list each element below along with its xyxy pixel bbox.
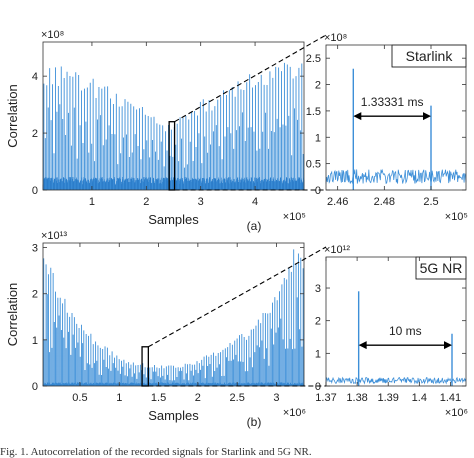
measure-arrow-head-right [444, 341, 452, 350]
y-tick-label: 1 [315, 348, 321, 360]
axes-frame [42, 242, 305, 387]
measure-arrow [353, 112, 431, 121]
x-tick-label: 4 [252, 196, 258, 208]
chart-panel-b-zoom: 10 ms 5G NR 1.37 1.38 1.39 1.4 1.41 0 1 2 3 ×10¹² ×1… [315, 244, 468, 419]
y-exponent-label: ×10⁸ [324, 32, 347, 44]
x-ticks: 2.46 2.48 2.5 [327, 45, 439, 208]
y-exponent-label: ×10⁸ [41, 29, 64, 41]
y-tick-label: 0 [315, 185, 321, 197]
x-tick-label: 2 [195, 392, 201, 404]
x-tick-label: 1.37 [315, 392, 336, 404]
y-tick-label: 0 [32, 381, 38, 393]
y-tick-label: 0.5 [306, 159, 321, 171]
x-tick-label: 3 [198, 196, 204, 208]
axes-frame [42, 41, 305, 191]
y-tick-label: 1.5 [306, 106, 321, 118]
measure-arrow-head-left [353, 112, 362, 121]
x-exponent-label: ×10⁶ [445, 407, 468, 419]
y-tick-label: 2.5 [306, 53, 321, 65]
connector-top [174, 34, 327, 123]
x-tick-label: 0.5 [72, 392, 87, 404]
noise-line [325, 376, 467, 385]
x-tick-label: 1 [116, 392, 122, 404]
y-ticks: 0 1 2 3 [315, 283, 466, 393]
y-axis-label: Correlation [5, 283, 20, 347]
y-tick-label: 3 [32, 243, 38, 255]
y-tick-label: 2 [315, 316, 321, 328]
zoom-connector-lines [148, 34, 327, 387]
zoom-region-box [168, 121, 176, 191]
y-tick-label: 3 [315, 283, 321, 295]
signal-trace-b-main [42, 249, 305, 386]
y-tick-label: 1 [32, 335, 38, 347]
x-tick-label: 2.5 [423, 196, 438, 208]
y-tick-label: 2 [32, 289, 38, 301]
annotation-box: Starlink [391, 44, 467, 68]
measure-arrow [358, 341, 452, 350]
measure-arrow-head-left [358, 341, 367, 350]
signal-trace-a-main [42, 62, 305, 190]
y-tick-label: 2 [315, 80, 321, 92]
panel-label: (b) [247, 415, 262, 429]
chart-panel-b-main: 0.5 1 1.5 2 2.5 30123×10¹³×10⁶SamplesCorrelat… [5, 230, 306, 429]
chart-panel-a-zoom: 1.33331 ms Starlink 2.46 2.48 2.5 0 0.5 1 1.5 2 2.… [306, 32, 468, 223]
figure-caption: Fig. 1. Autocorrelation of the recorded … [0, 446, 312, 458]
y-tick-label: 0 [315, 381, 321, 393]
x-ticks: 1 2 3 4 [89, 42, 258, 208]
x-exponent-label: ×10⁵ [445, 211, 468, 223]
x-tick-label: 2.5 [230, 392, 245, 404]
y-ticks: 0 2 4 [32, 71, 304, 197]
x-axis-label: Samples [148, 408, 199, 423]
x-tick-label: 2.46 [327, 196, 348, 208]
zoom-region-box [141, 346, 149, 387]
annotation-label: Starlink [406, 48, 454, 64]
x-exponent-label: ×10⁵ [283, 211, 306, 223]
y-tick-label: 2 [32, 128, 38, 140]
x-tick-label: 1.38 [346, 392, 367, 404]
x-tick-label: 1.41 [440, 392, 461, 404]
y-tick-label: 0 [32, 185, 38, 197]
chart-panel-a-main: 1 2 3 4 0 2 4 ×10⁸ ×10⁵ Samples Correlation (a) [5, 29, 306, 233]
axes-frame [325, 256, 467, 387]
panel-label: (a) [247, 219, 262, 233]
measure-label: 1.33331 ms [361, 95, 424, 109]
y-tick-label: 1 [315, 132, 321, 144]
signal-trace-b-zoom [325, 291, 467, 386]
annotation-label: 5G NR [420, 260, 463, 276]
x-tick-label: 2.48 [374, 196, 395, 208]
measure-label: 10 ms [389, 324, 422, 338]
x-tick-label: 1.39 [378, 392, 399, 404]
x-tick-label: 3 [273, 392, 279, 404]
signal-trace-a-zoom [325, 68, 467, 190]
annotation-box: 5G NR [415, 256, 467, 280]
x-exponent-label: ×10⁶ [283, 407, 306, 419]
measure-arrow-head-right [423, 112, 431, 121]
noise-line [325, 168, 467, 185]
axes-frame [325, 44, 467, 191]
y-exponent-label: ×10¹³ [41, 230, 67, 242]
periodic-peaks [43, 249, 304, 386]
x-tick-label: 1.5 [151, 392, 166, 404]
x-axis-label: Samples [148, 212, 199, 227]
x-tick-label: 1.4 [412, 392, 427, 404]
y-ticks: 0 0.5 1 1.5 2 2.5 [306, 53, 466, 197]
y-exponent-label: ×10¹² [324, 244, 350, 256]
x-tick-label: 2 [143, 196, 149, 208]
x-tick-label: 1 [89, 196, 95, 208]
x-ticks: 0.5 1 1.5 2 2.5 3 [72, 243, 280, 404]
y-tick-label: 4 [32, 71, 38, 83]
y-ticks: 0 1 2 3 [32, 243, 304, 393]
connector-top [148, 246, 327, 348]
noise-band [42, 177, 305, 190]
y-axis-label: Correlation [5, 84, 20, 148]
periodic-peaks [43, 62, 304, 190]
x-ticks: 1.37 1.38 1.39 1.4 1.41 [315, 257, 461, 404]
